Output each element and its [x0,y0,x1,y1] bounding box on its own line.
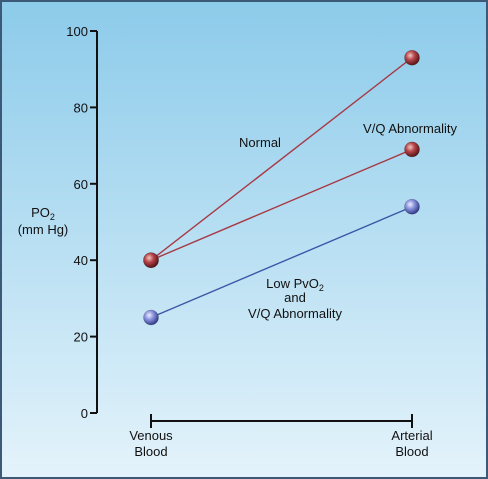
y-tick-label: 40 [74,253,88,268]
series-label-low-pvo2-subscript: 2 [319,283,324,293]
series-lines [150,57,413,319]
y-axis-title-subscript: 2 [50,212,55,222]
series-label-vq-abnormality: V/Q Abnormality [363,121,457,136]
x-tick-label: Arterial [391,428,432,443]
data-point [143,309,159,326]
y-tick-label: 20 [74,330,88,345]
y-axis-title-unit: (mm Hg) [18,222,69,237]
series-points [143,49,420,326]
y-tick-label: 0 [81,406,88,421]
series-line [150,206,413,319]
x-tick-label: Blood [395,444,428,459]
y-tick-label: 100 [66,24,88,39]
data-point [404,49,420,66]
y-axis-title-main: PO [31,205,50,220]
data-point [143,252,159,269]
data-point [404,141,420,158]
y-tick-label: 80 [74,100,88,115]
series-label-low-pvo2-line1: Low PvO2 [266,276,324,293]
data-point [404,198,420,215]
y-axis-title: PO2 [31,205,55,222]
y-axis: 0 20 40 60 80 100 [66,24,98,421]
series-label-normal: Normal [239,135,281,150]
series-line [150,57,413,261]
x-tick-label: Venous [129,428,173,443]
x-tick-label: Blood [134,444,167,459]
series-label-low-pvo2-line3: V/Q Abnormality [248,306,342,321]
series-line [150,148,413,261]
series-label-low-pvo2-main: Low PvO [266,276,319,291]
series-label-low-pvo2-line2: and [284,290,306,305]
y-tick-label: 60 [74,177,88,192]
